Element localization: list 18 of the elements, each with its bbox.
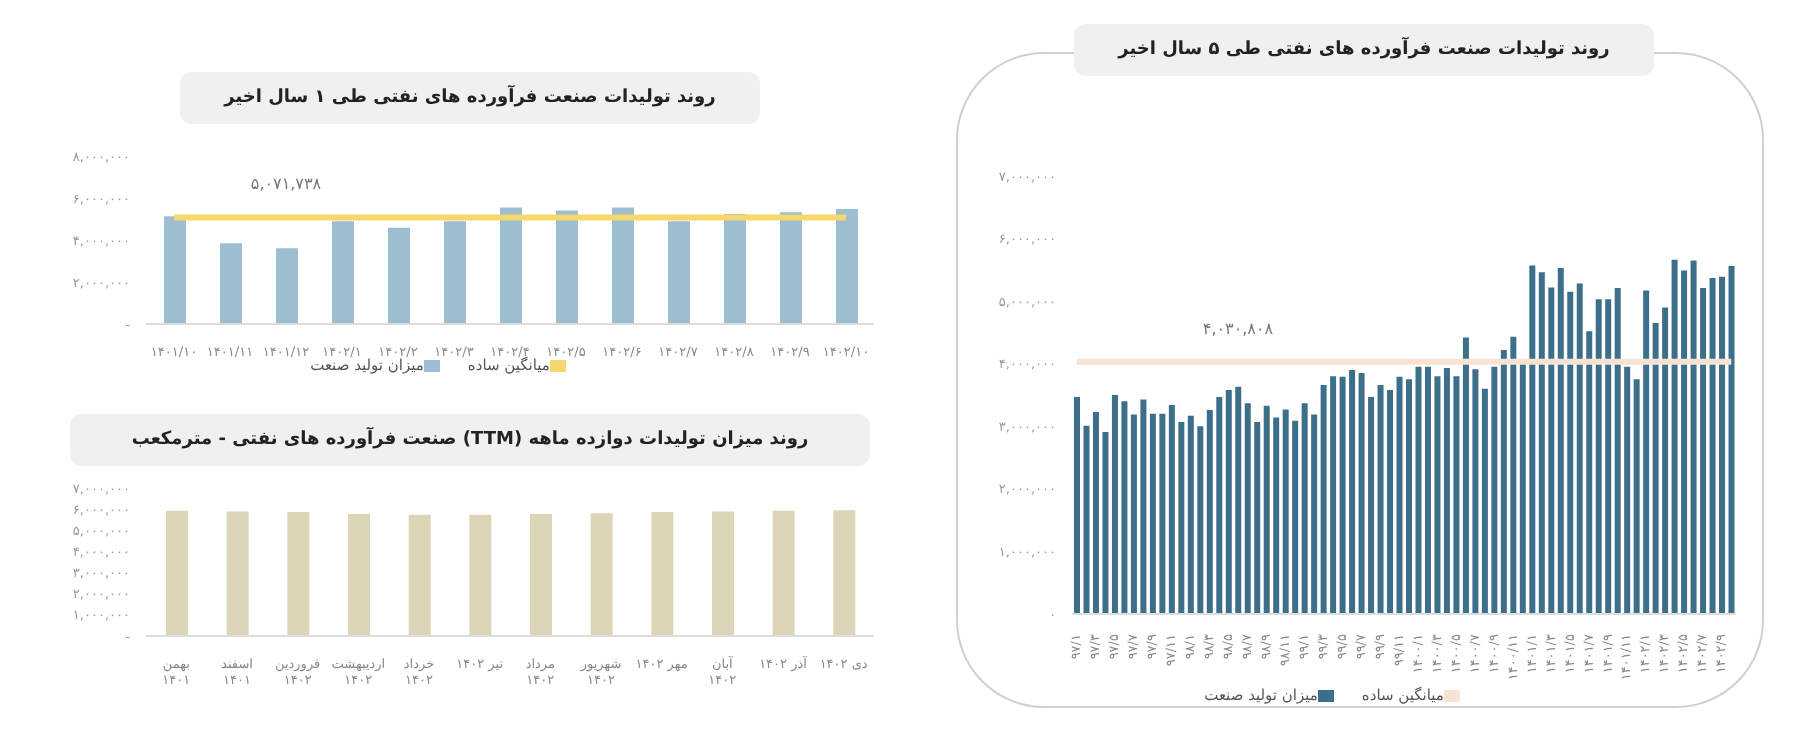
chart-title: روند میزان تولیدات دوازده ماهه (TTM) صنعت فرآورده های نفتی - مترمکعب: [70, 414, 870, 466]
bar: [332, 221, 354, 324]
bar: [500, 207, 522, 324]
bar: [612, 207, 634, 324]
bar: [444, 221, 466, 324]
bar: [556, 210, 578, 324]
data-label: ۴,۰۳۰,۸۰۸: [1202, 319, 1275, 338]
chart-title: روند تولیدات صنعت فرآورده های نفتی طی ۱ سال اخیر: [180, 72, 760, 124]
bar: [388, 227, 410, 324]
bar: [1728, 266, 1735, 614]
chart-title: روند تولیدات صنعت فرآورده های نفتی طی ۵ سال اخیر: [1074, 24, 1654, 76]
bar: [220, 243, 242, 324]
bar: [836, 208, 858, 324]
bar: [164, 216, 186, 324]
bar: [276, 248, 298, 324]
data-label: ۵,۰۷۱,۷۳۸: [250, 175, 323, 194]
bar: [780, 212, 802, 324]
bar: [668, 221, 690, 324]
